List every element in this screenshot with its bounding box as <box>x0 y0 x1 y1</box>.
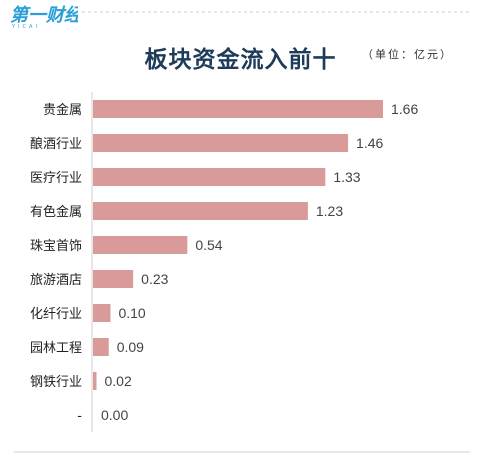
logo-sub: YICAI <box>11 24 40 30</box>
value-label: 1.33 <box>333 169 360 185</box>
logo: 第一财经 YICAI <box>8 4 85 34</box>
bar <box>93 134 349 152</box>
chart-title: 板块资金流入前十 <box>144 47 337 73</box>
value-label: 0.10 <box>118 305 145 321</box>
category-label: 珠宝首饰 <box>30 239 82 254</box>
category-label: - <box>77 409 82 424</box>
category-label: 有色金属 <box>30 204 82 220</box>
bar <box>93 100 383 118</box>
unit-note: （单位：亿元） <box>362 48 453 61</box>
category-label: 钢铁行业 <box>30 375 82 390</box>
value-label: 1.23 <box>316 203 343 219</box>
bar <box>93 168 326 186</box>
value-label: 0.54 <box>195 237 222 253</box>
bar <box>93 372 97 390</box>
value-label: 0.02 <box>104 373 131 389</box>
category-label: 酿酒行业 <box>30 136 82 152</box>
bar <box>93 338 109 356</box>
category-label: 化纤行业 <box>30 307 82 322</box>
bar <box>93 202 308 220</box>
bar <box>93 270 134 288</box>
bars-group: 贵金属 1.66 酿酒行业 1.46 医疗行业 1.33 有色金属 1.23 珠宝首饰 0.54 旅… <box>30 100 418 424</box>
bar <box>93 304 111 322</box>
bar <box>93 236 188 254</box>
category-label: 医疗行业 <box>30 171 82 186</box>
value-label: 1.46 <box>356 135 383 151</box>
value-label: 0.09 <box>117 339 144 355</box>
value-label: 0.23 <box>141 271 168 287</box>
value-label: 0.00 <box>101 407 128 423</box>
yicai-logo-icon: 第一财经 YICAI <box>10 5 85 30</box>
category-label: 园林工程 <box>30 341 82 356</box>
category-label: 旅游酒店 <box>30 273 82 288</box>
value-label: 1.66 <box>391 101 418 117</box>
logo-text: 第一财经 <box>10 5 78 26</box>
category-label: 贵金属 <box>43 102 82 118</box>
